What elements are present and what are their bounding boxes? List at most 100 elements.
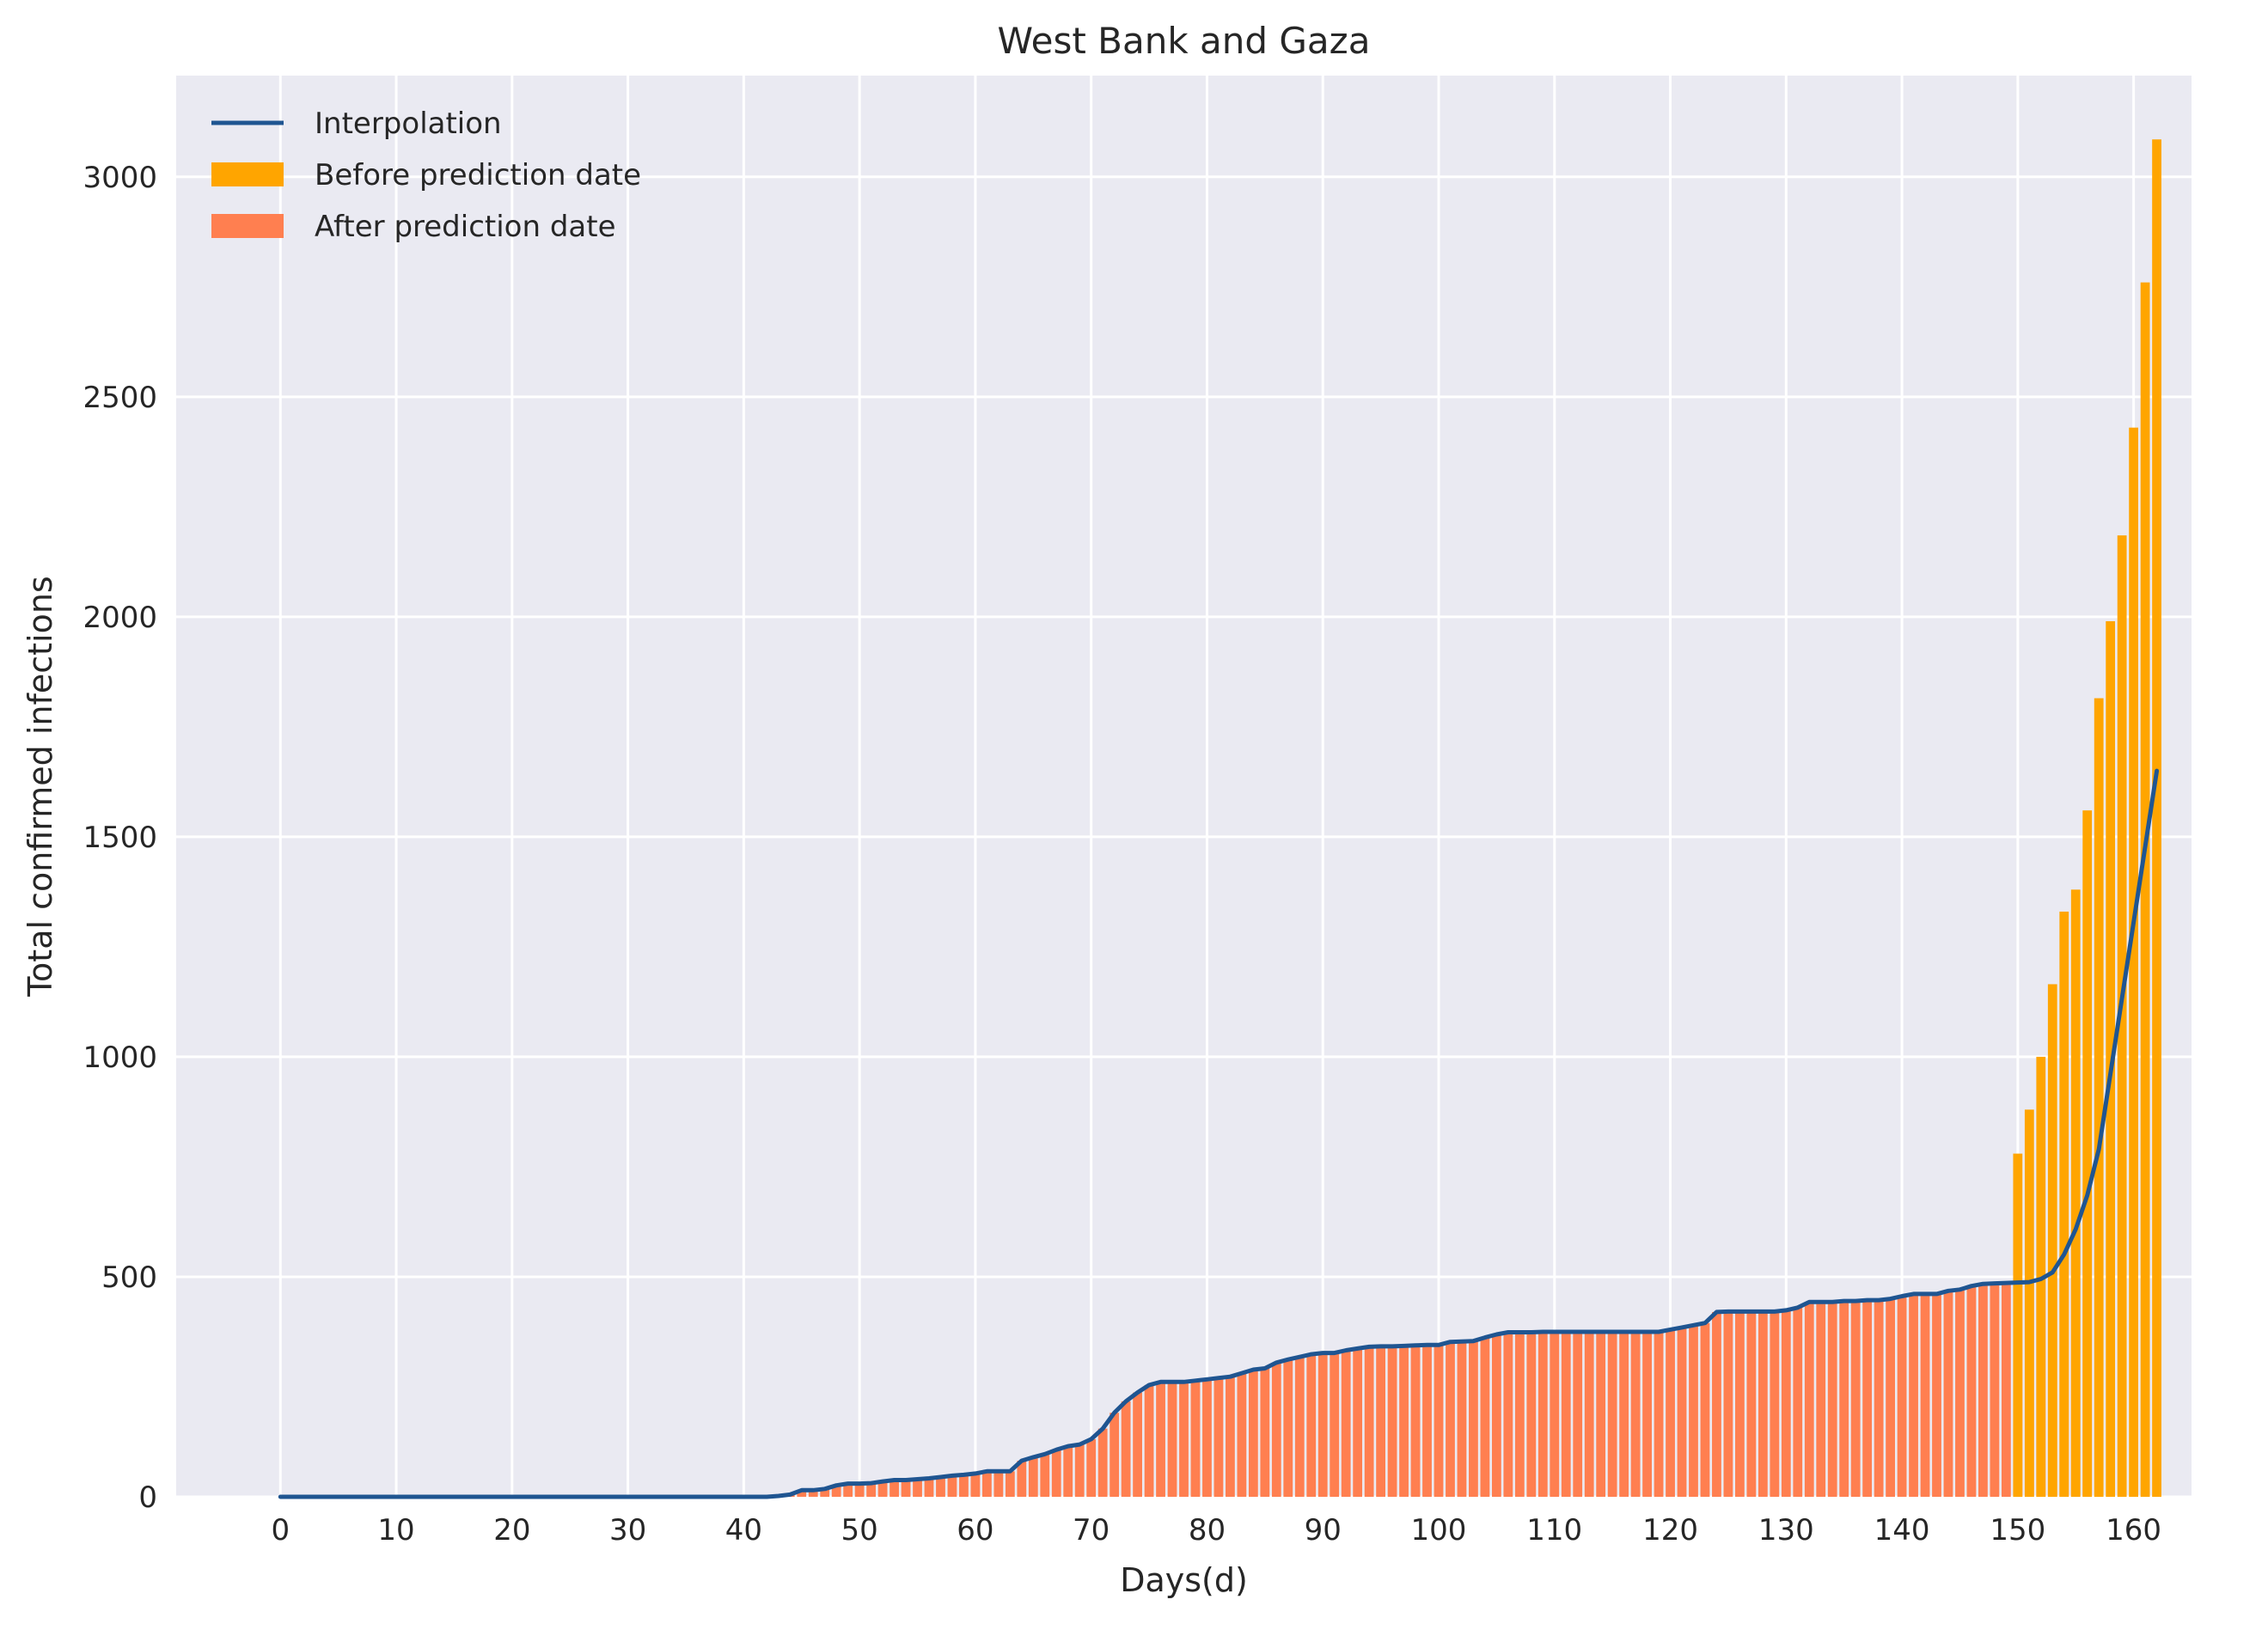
bar [2140,282,2150,1497]
bar [1063,1446,1073,1497]
bar [1040,1454,1050,1497]
bar [993,1471,1004,1497]
bar [866,1483,877,1497]
bar [1028,1456,1038,1497]
y-tick-label: 500 [101,1261,157,1295]
bar [1666,1329,1675,1497]
bar [1607,1331,1617,1497]
bar [1746,1311,1757,1497]
bar [1537,1331,1548,1497]
bar [1202,1379,1212,1497]
bar [1190,1380,1201,1497]
bar [959,1474,969,1497]
bar [1874,1300,1884,1497]
y-tick-label: 1000 [83,1041,157,1075]
bar [1317,1352,1328,1497]
bar [1990,1283,2000,1497]
bar [1271,1362,1281,1497]
bar [1561,1331,1571,1497]
y-tick-label: 2500 [83,381,157,415]
bar [1723,1311,1733,1497]
bar [913,1479,922,1497]
x-tick-label: 140 [1874,1513,1930,1548]
bar [1226,1377,1235,1497]
chart-title: West Bank and Gaza [998,20,1371,62]
bar [808,1490,818,1497]
bar [1306,1354,1317,1497]
bar [1121,1401,1131,1497]
bar [936,1476,945,1497]
y-tick-label: 0 [138,1480,157,1515]
interpolation-line [278,768,2160,1499]
x-tick-label: 150 [1990,1513,2045,1548]
bar [1850,1301,1861,1497]
bar [2129,427,2139,1498]
bar [2152,139,2161,1498]
bar [2047,984,2057,1497]
bar [1584,1331,1594,1497]
x-tick-label: 40 [725,1513,762,1548]
bar [2106,620,2116,1497]
bar [1457,1341,1467,1497]
x-tick-label: 160 [2106,1513,2161,1548]
bar [1097,1428,1108,1497]
bar [1330,1352,1340,1497]
bar [1827,1302,1837,1497]
x-tick-label: 110 [1526,1513,1582,1548]
bar [1943,1291,1953,1497]
x-tick-label: 120 [1642,1513,1698,1548]
bar [1364,1346,1374,1497]
bar [1074,1444,1085,1497]
bar [854,1483,865,1497]
x-tick-label: 0 [271,1513,290,1548]
x-tick-label: 50 [841,1513,878,1548]
bar [1955,1289,1965,1497]
bar [1619,1331,1629,1497]
bar [1978,1284,1988,1497]
bar [2024,1109,2034,1497]
bar [1167,1382,1177,1497]
bar [2013,1153,2023,1497]
x-tick-label: 20 [493,1513,530,1548]
bar [1596,1331,1606,1497]
bar [1469,1340,1478,1497]
bar [1862,1300,1873,1497]
bar [1086,1438,1097,1497]
grid-lines [176,76,2192,1499]
bar [1110,1413,1120,1497]
bar [1491,1334,1501,1497]
x-tick-label: 70 [1073,1513,1110,1548]
bar [1573,1331,1583,1497]
bar [1434,1345,1444,1497]
bar [877,1481,888,1497]
y-axis-ticks: 0 500 1000 1500 2000 2500 3000 [83,161,157,1515]
y-tick-label: 1500 [83,821,157,855]
line-series [278,768,2160,1499]
bar [1446,1341,1455,1497]
legend-label: Interpolation [315,107,502,141]
plot-area [176,76,2192,1497]
bar [831,1485,841,1497]
bar [1017,1461,1027,1497]
bar [1793,1307,1803,1497]
bar [1376,1346,1385,1497]
bar [2001,1283,2011,1497]
bar [1353,1348,1363,1497]
bar [1422,1345,1432,1497]
legend-label: After prediction date [315,210,616,244]
x-tick-label: 10 [377,1513,414,1548]
bar [1804,1302,1814,1497]
bar [820,1488,830,1497]
bar [1816,1302,1826,1497]
bar-series [773,139,2161,1498]
bar [843,1483,853,1497]
x-tick-label: 30 [609,1513,646,1548]
bar [1630,1331,1641,1497]
bar [1909,1293,1918,1497]
bar [1051,1450,1061,1497]
bar [2094,698,2104,1497]
bar [1283,1359,1293,1497]
bar [1387,1346,1397,1497]
bar [1966,1285,1977,1497]
